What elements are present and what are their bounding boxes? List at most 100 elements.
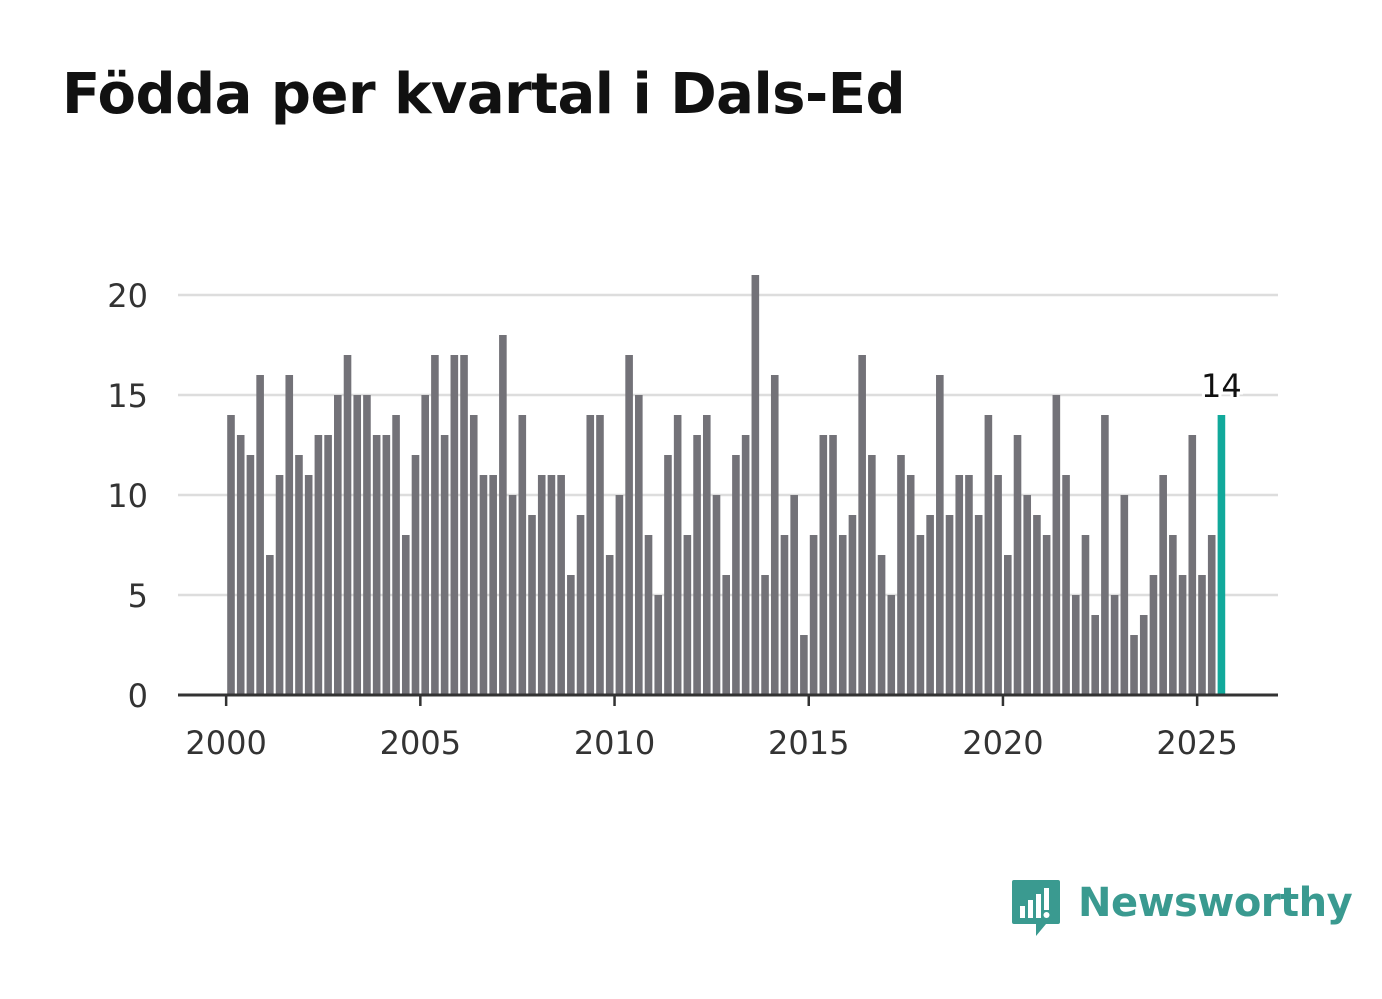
bar: [809, 535, 818, 695]
bar: [324, 435, 332, 695]
bar: [431, 355, 439, 695]
bar: [848, 515, 857, 695]
x-tick-label: 2020: [962, 724, 1043, 762]
bar: [353, 395, 362, 695]
bar: [518, 415, 527, 695]
bar: [780, 535, 789, 695]
bar: [625, 355, 633, 695]
bar: [343, 355, 352, 695]
bar: [761, 575, 769, 695]
x-tick-label: 2010: [574, 724, 655, 762]
bar: [751, 275, 760, 695]
bar: [557, 475, 565, 695]
bar: [693, 435, 701, 695]
y-tick-label: 10: [107, 477, 148, 515]
bar: [537, 475, 546, 695]
bar: [897, 455, 905, 695]
bar-latest: [1217, 415, 1226, 695]
bar: [1120, 495, 1129, 695]
bar: [955, 475, 964, 695]
bars: [227, 275, 1226, 695]
bar: [965, 475, 973, 695]
bar: [877, 555, 886, 695]
bar: [868, 455, 876, 695]
x-tick-label: 2025: [1156, 724, 1237, 762]
bar: [1042, 535, 1051, 695]
bar: [1052, 395, 1061, 695]
bar: [304, 475, 313, 695]
x-axis-ticks: 2000 2005 2010 2015 2020 2025: [185, 695, 1238, 762]
y-tick-label: 0: [128, 677, 148, 715]
bar: [596, 415, 604, 695]
bar: [285, 375, 294, 695]
bar: [916, 535, 925, 695]
bar: [635, 395, 643, 695]
bar: [770, 375, 779, 695]
bar: [1110, 595, 1119, 695]
bar: [974, 515, 983, 695]
data-labels: 14: [1198, 364, 1245, 408]
bar: [411, 455, 420, 695]
bar: [246, 455, 255, 695]
bar: [227, 415, 235, 695]
bar: [1013, 435, 1022, 695]
bar: [644, 535, 653, 695]
bar: [702, 415, 711, 695]
logo-bar-3: [1036, 894, 1041, 918]
bar: [576, 515, 585, 695]
bar: [1071, 595, 1080, 695]
bar: [401, 535, 410, 695]
bar: [1004, 555, 1012, 695]
bar: [1188, 435, 1197, 695]
bar: [732, 455, 740, 695]
bar: [586, 415, 595, 695]
bar: [1101, 415, 1109, 695]
bar: [1023, 495, 1032, 695]
bar: [829, 435, 837, 695]
bar: [654, 595, 663, 695]
bar: [819, 435, 828, 695]
bar: [1062, 475, 1070, 695]
bar: [295, 455, 303, 695]
bar: [1091, 615, 1099, 695]
bar: [314, 435, 323, 695]
bar: [926, 515, 934, 695]
y-axis-ticks: 0 5 10 15 20: [107, 277, 148, 715]
bar: [372, 435, 381, 695]
bar: [1081, 535, 1090, 695]
logo-bar-1: [1020, 906, 1025, 918]
bar: [236, 435, 245, 695]
bar: [1178, 575, 1187, 695]
bar: [1149, 575, 1158, 695]
bar: [528, 515, 536, 695]
bar: [887, 595, 896, 695]
bar: [469, 415, 478, 695]
bar: [838, 535, 847, 695]
bar: [392, 415, 400, 695]
bar: [256, 375, 264, 695]
bar: [712, 495, 721, 695]
bar: [421, 395, 429, 695]
logo-bar-2: [1028, 900, 1033, 918]
bar: [945, 515, 954, 695]
bar: [722, 575, 731, 695]
bar: [499, 335, 507, 695]
bar: [664, 455, 672, 695]
bar: [1207, 535, 1216, 695]
bar: [440, 435, 449, 695]
bar: [567, 575, 575, 695]
bar: [984, 415, 993, 695]
bar: [605, 555, 614, 695]
bar: [460, 355, 468, 695]
y-tick-label: 5: [128, 577, 148, 615]
x-tick-label: 2000: [185, 724, 266, 762]
y-tick-label: 20: [107, 277, 148, 315]
chart-title: Födda per kvartal i Dals-Ed: [62, 62, 906, 127]
bar: [858, 355, 866, 695]
x-tick-label: 2005: [380, 724, 461, 762]
bar: [266, 555, 274, 695]
bar: [1130, 635, 1138, 695]
bar: [334, 395, 342, 695]
bar: [994, 475, 1002, 695]
